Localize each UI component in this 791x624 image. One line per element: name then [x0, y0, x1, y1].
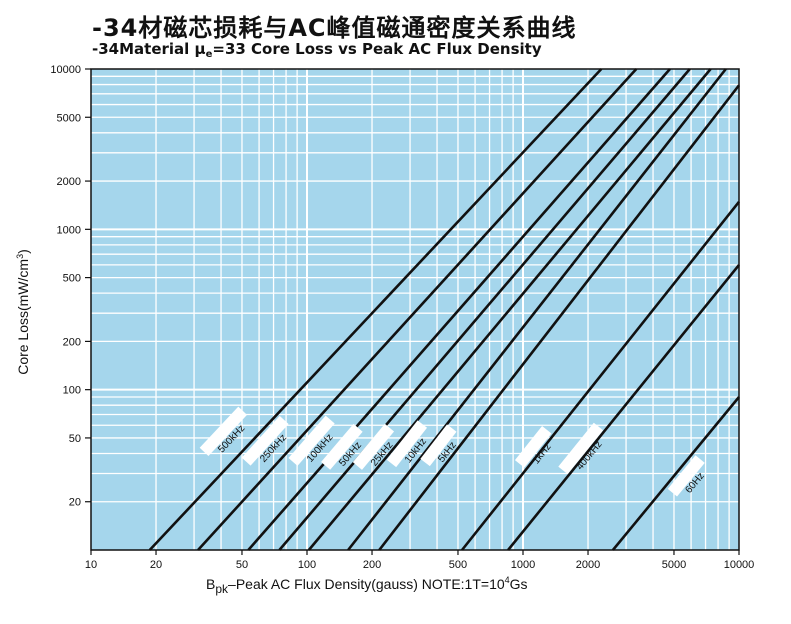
series-line-250khz [197, 68, 638, 551]
y-tick-label: 10000 [50, 64, 81, 76]
subtitle-prefix: -34Material [92, 40, 195, 58]
x-tick-label: 2000 [576, 559, 600, 571]
subtitle-mu-sub: e [205, 49, 213, 60]
y-tick-label: 500 [63, 273, 81, 285]
series-label-bg [514, 426, 552, 468]
y-tick-label: 2000 [57, 176, 81, 188]
y-tick-label: 200 [63, 336, 81, 348]
series-label-bg [558, 422, 604, 475]
x-axis-title-sup: 4 [505, 575, 510, 585]
y-axis-title: Core Loss(mW/cm3) [15, 249, 31, 375]
series-label-bg [321, 423, 363, 470]
x-axis-title-end: Gs [510, 576, 528, 592]
plot-background [91, 69, 739, 550]
subtitle-mu: μ [194, 40, 206, 58]
y-tick-label: 50 [69, 433, 81, 445]
grid-lines [91, 69, 739, 550]
series-line-60hz [611, 396, 741, 551]
series-label-bg [352, 423, 395, 470]
y-axis-title-main: Core Loss(mW/cm [15, 259, 31, 375]
x-axis: 10 20 50 100 200 500 1000 2000 5000 10000 [85, 550, 754, 571]
y-axis-title-sup: 3 [15, 254, 25, 259]
series-label-bg [420, 424, 457, 467]
series-label-bg [386, 420, 428, 468]
x-tick-label: 50 [236, 559, 248, 571]
x-tick-label: 5000 [662, 559, 686, 571]
series-line-1khz [460, 200, 741, 551]
series-line-100khz [247, 68, 671, 551]
series-label-bg [199, 406, 248, 456]
x-tick-label: 500 [449, 559, 467, 571]
y-axis-title-end: ) [15, 249, 31, 254]
series-line-10khz [347, 68, 727, 551]
x-tick-label: 100 [298, 559, 316, 571]
y-axis: 20 50 100 200 500 1000 2000 5000 10000 [50, 64, 91, 509]
series-line-50khz [278, 68, 691, 551]
plot-border [90, 68, 740, 551]
series-line-25khz [307, 68, 712, 551]
x-tick-label: 10000 [724, 559, 755, 571]
y-tick-label: 20 [69, 497, 81, 509]
x-tick-label: 200 [363, 559, 381, 571]
y-tick-label: 100 [63, 385, 81, 397]
y-tick-label: 1000 [57, 224, 81, 236]
x-tick-label: 10 [85, 559, 97, 571]
series-line-5khz [378, 84, 741, 551]
x-tick-label: 20 [150, 559, 162, 571]
series-label-bg [667, 455, 705, 497]
series-line-400khz [507, 264, 741, 551]
series-lines [148, 68, 741, 551]
series-label-bg [241, 415, 289, 466]
series-line-500khz [148, 68, 603, 551]
x-axis-title-b: B [206, 576, 215, 592]
series-label-bg [288, 415, 335, 466]
subtitle-suffix: =33 Core Loss vs Peak AC Flux Density [212, 40, 542, 58]
x-axis-title: Bpk–Peak AC Flux Density(gauss) NOTE:1T=… [206, 575, 528, 596]
x-tick-label: 1000 [511, 559, 535, 571]
y-tick-label: 5000 [57, 112, 81, 124]
series-labels: 500kHz 250kHz 100kHz 50kHz 25kHz 10kHz 5kHz 1kH… [199, 406, 707, 497]
chart-title: -34材磁芯损耗与AC峰值磁通密度关系曲线 [92, 14, 577, 42]
chart-subtitle: -34Material μe=33 Core Loss vs Peak AC F… [92, 40, 542, 60]
x-axis-title-rest: –Peak AC Flux Density(gauss) NOTE:1T=10 [228, 576, 505, 592]
x-axis-title-sub: pk [215, 582, 229, 596]
